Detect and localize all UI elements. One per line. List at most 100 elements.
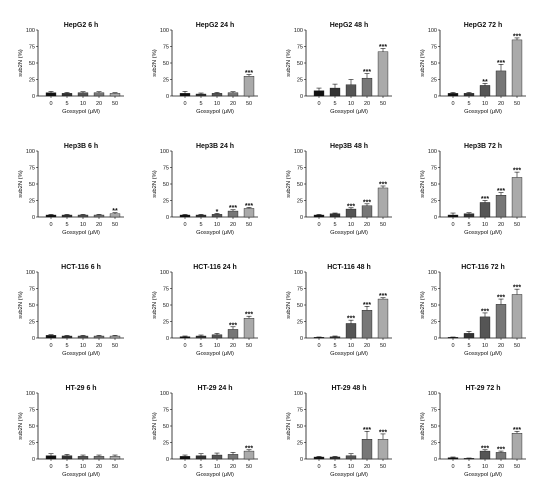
panel-title: HepG2 6 h	[64, 22, 99, 29]
significance-label: ***	[497, 188, 505, 195]
significance-label: ***	[363, 199, 371, 206]
significance-label: ***	[513, 427, 521, 434]
x-tick-label: 0	[317, 464, 320, 470]
x-axis-label: Gossypol (μM)	[464, 109, 502, 115]
bar-20	[361, 77, 373, 97]
bar-5	[61, 214, 73, 218]
significance-label: ***	[497, 447, 505, 454]
y-axis-label: sub2N (%)	[18, 49, 24, 76]
y-axis-label: sub2N (%)	[420, 170, 426, 197]
x-axis-label: Gossypol (μM)	[196, 230, 234, 236]
x-tick-label: 5	[467, 464, 470, 470]
bar-5	[463, 333, 475, 339]
bar-5	[329, 456, 341, 460]
x-tick-label: 10	[482, 222, 488, 228]
y-axis-label: sub2N (%)	[18, 291, 24, 318]
y-axis-label: sub2N (%)	[286, 291, 292, 318]
x-tick-label: 5	[333, 222, 336, 228]
x-tick-label: 5	[467, 101, 470, 107]
x-tick-label: 20	[96, 343, 102, 349]
y-tick-label: 50	[297, 182, 303, 188]
panel-title: Hep3B 24 h	[196, 143, 234, 150]
bar-0	[45, 92, 57, 97]
y-tick-label: 25	[431, 199, 437, 205]
y-tick-label: 0	[32, 336, 35, 342]
y-tick-label: 100	[26, 28, 35, 34]
x-tick-label: 50	[380, 222, 386, 228]
x-tick-label: 50	[246, 101, 252, 107]
y-tick-label: 25	[29, 199, 35, 205]
y-axis-label: sub2N (%)	[152, 49, 158, 76]
y-tick-label: 50	[163, 61, 169, 67]
y-tick-label: 50	[297, 303, 303, 309]
x-tick-label: 20	[364, 343, 370, 349]
significance-label: ***	[379, 44, 387, 51]
x-tick-label: 10	[348, 222, 354, 228]
x-tick-label: 0	[451, 464, 454, 470]
y-tick-label: 0	[434, 94, 437, 100]
y-tick-label: 75	[431, 45, 437, 51]
x-tick-label: 0	[317, 222, 320, 228]
x-tick-label: 5	[333, 343, 336, 349]
x-tick-label: 10	[80, 222, 86, 228]
y-tick-label: 0	[32, 94, 35, 100]
y-tick-label: 75	[29, 287, 35, 293]
y-tick-label: 25	[163, 320, 169, 326]
x-tick-label: 20	[498, 222, 504, 228]
y-tick-label: 50	[431, 61, 437, 67]
y-tick-label: 25	[431, 320, 437, 326]
x-tick-label: 0	[317, 101, 320, 107]
y-tick-label: 100	[428, 149, 437, 155]
x-tick-label: 50	[514, 101, 520, 107]
panel-10: HCT-116 48 h sub2N (%) 0 25 50 75 100 0 5 *** 10 **…	[286, 264, 392, 357]
bar-0	[45, 335, 57, 339]
panel-title: Hep3B 6 h	[64, 143, 98, 150]
x-tick-label: 0	[317, 343, 320, 349]
significance-label: ***	[245, 445, 253, 452]
significance-label: ***	[481, 445, 489, 452]
x-tick-label: 20	[498, 101, 504, 107]
panel-title: HT-29 48 h	[331, 385, 366, 392]
significance-label: ***	[245, 203, 253, 210]
bar-5	[463, 213, 475, 218]
bar-0	[45, 214, 57, 218]
x-tick-label: 5	[199, 222, 202, 228]
y-tick-label: 0	[32, 457, 35, 463]
bar-5	[463, 93, 475, 97]
x-tick-label: 0	[183, 222, 186, 228]
bar-0	[447, 214, 459, 218]
panel-title: HT-29 24 h	[197, 385, 232, 392]
y-tick-label: 75	[297, 45, 303, 51]
panel-7: Hep3B 72 h sub2N (%) 0 25 50 75 100 0 5 *** 10 *** 2…	[420, 143, 526, 236]
bar-10	[211, 334, 223, 339]
significance-label: ***	[229, 205, 237, 212]
bar-20	[361, 205, 373, 218]
y-axis-label: sub2N (%)	[420, 49, 426, 76]
y-tick-label: 25	[163, 78, 169, 84]
x-axis-label: Gossypol (μM)	[330, 109, 368, 115]
bar-20	[495, 195, 507, 218]
significance-label: ***	[513, 285, 521, 292]
y-tick-label: 50	[431, 424, 437, 430]
y-tick-label: 50	[29, 182, 35, 188]
significance-label: ***	[481, 196, 489, 203]
x-axis-label: Gossypol (μM)	[62, 472, 100, 478]
x-tick-label: 5	[199, 464, 202, 470]
x-tick-label: 10	[80, 343, 86, 349]
y-tick-label: 25	[297, 320, 303, 326]
bar-0	[179, 456, 191, 460]
bar-5	[195, 455, 207, 460]
bar-0	[45, 455, 57, 460]
x-axis-label: Gossypol (μM)	[464, 230, 502, 236]
bar-5	[329, 336, 341, 339]
x-tick-label: 20	[96, 464, 102, 470]
significance-label: ***	[497, 295, 505, 302]
bar-50	[243, 318, 255, 339]
y-axis-label: sub2N (%)	[152, 170, 158, 197]
y-tick-label: 0	[166, 457, 169, 463]
y-tick-label: 25	[29, 320, 35, 326]
y-axis-label: sub2N (%)	[18, 170, 24, 197]
significance-label: ***	[347, 203, 355, 210]
x-tick-label: 20	[230, 222, 236, 228]
bar-10	[479, 316, 491, 339]
